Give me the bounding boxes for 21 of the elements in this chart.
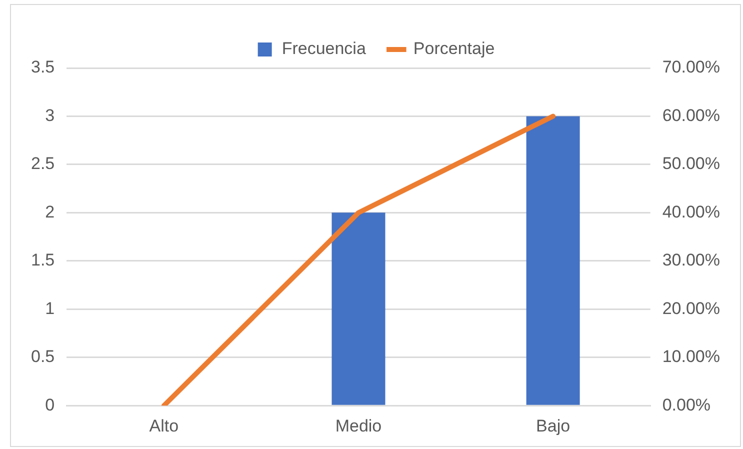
legend-label: Frecuencia [282,39,366,58]
y2-tick-label: 40.00% [662,202,720,222]
legend-label: Porcentaje [413,39,495,58]
x-tick-label: Alto [149,416,179,436]
y-tick-label: 2.5 [30,154,55,174]
y2-tick-label: 60.00% [662,106,720,125]
y2-tick-label: 70.00% [662,58,720,77]
y-tick-label: 3.5 [30,58,55,77]
y-tick-label: 1.5 [30,250,55,270]
y-tick-label: 3 [45,106,55,125]
x-tick-label: Medio [335,416,382,436]
x-tick-label: Bajo [536,416,570,436]
y-tick-label: 0 [45,395,55,414]
y2-tick-label: 50.00% [662,154,720,174]
y2-tick-label: 20.00% [662,298,720,318]
y2-tick-label: 0.00% [662,395,711,414]
y-tick-label: 0.5 [30,347,55,366]
y-tick-label: 1 [45,298,55,318]
y2-tick-label: 30.00% [662,250,720,270]
y-tick-label: 2 [45,202,55,222]
y2-tick-label: 10.00% [662,347,720,366]
